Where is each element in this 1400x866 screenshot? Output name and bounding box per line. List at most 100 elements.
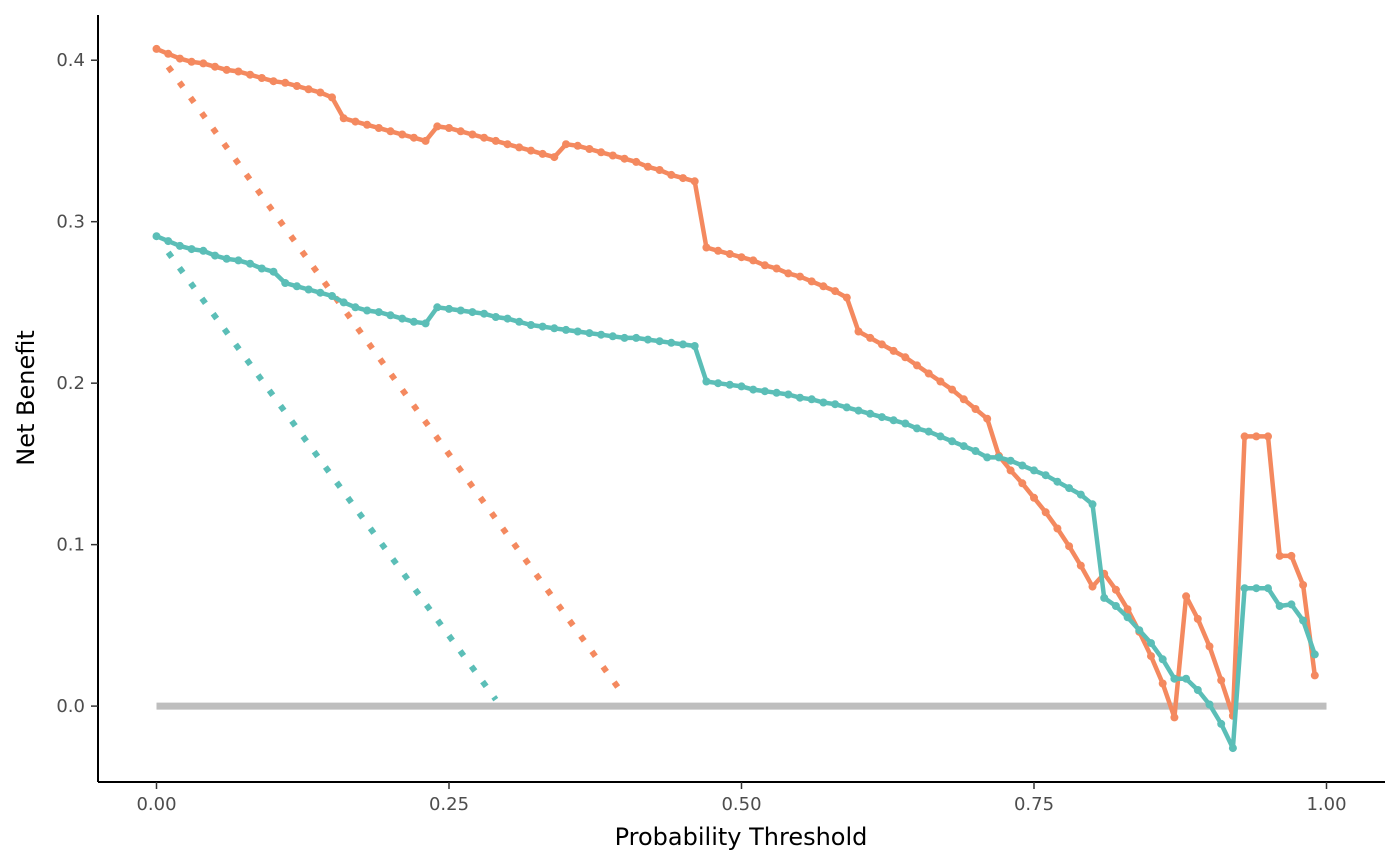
series-2-point <box>550 324 559 333</box>
series-0-point <box>983 414 992 423</box>
series-0-point <box>1158 679 1167 688</box>
series-0-point <box>1182 592 1191 601</box>
series-2-point <box>1193 686 1202 694</box>
series-0-point <box>1299 581 1308 589</box>
series-2-point <box>1100 593 1109 602</box>
y-ticks: 0.0 0.1 0.2 0.3 0.4 <box>56 50 98 717</box>
series-0-point <box>526 146 535 155</box>
series-2-point <box>363 306 372 315</box>
series-2-point <box>187 245 196 254</box>
series-2-point <box>655 337 664 346</box>
series-0-point <box>854 327 863 336</box>
series-0-point <box>702 243 711 252</box>
series-2-point <box>983 453 992 462</box>
series-0-point <box>1030 493 1038 502</box>
series-2-point <box>1030 466 1038 475</box>
series-0-point <box>211 62 219 71</box>
y-tick-label: 0.0 <box>56 696 85 717</box>
series-0-point <box>819 282 828 291</box>
y-tick-label: 0.1 <box>56 535 85 556</box>
series-2-point <box>351 303 360 312</box>
series-0-point <box>632 157 641 166</box>
series-0-point <box>398 130 407 139</box>
series-0-point <box>597 148 606 157</box>
series-0-point <box>1111 585 1120 594</box>
x-tick-label: 0.50 <box>721 794 761 815</box>
series-2-point <box>1287 600 1296 609</box>
series-2-point <box>246 259 255 268</box>
series-0-point <box>690 177 699 186</box>
series-0-point <box>1205 642 1214 651</box>
series-0-point <box>1006 466 1015 475</box>
series-2-point <box>597 330 606 339</box>
series-2-point <box>1205 700 1214 709</box>
series-2-point <box>538 322 547 331</box>
series-0-point <box>1275 551 1284 560</box>
series-2-point <box>842 403 851 412</box>
series-0-point <box>807 277 816 286</box>
series-2-point <box>328 292 336 300</box>
series-0-point <box>901 353 910 362</box>
x-tick-label: 0.75 <box>1014 794 1054 815</box>
series-2-point <box>573 327 582 336</box>
series-0-point <box>292 82 301 90</box>
series-0-point <box>550 153 559 162</box>
series-2-point <box>304 285 313 294</box>
series-2-point <box>784 390 793 399</box>
series-0-point <box>913 361 921 370</box>
series-2-point <box>1006 456 1015 465</box>
series-0-point <box>725 250 734 258</box>
series-0-point <box>304 85 313 94</box>
series-3 <box>165 250 499 702</box>
series-0-point <box>1217 676 1226 685</box>
series-2-point <box>948 437 957 446</box>
series-2-point <box>398 314 407 323</box>
series-2-point <box>749 385 758 394</box>
series-2-point <box>152 232 161 241</box>
series-2-point <box>1264 584 1272 593</box>
series-2-point <box>480 309 489 318</box>
series-2-point <box>234 256 243 265</box>
series-2-point <box>924 427 933 436</box>
x-ticks: 0.00 0.25 0.50 0.75 1.00 <box>136 782 1347 815</box>
series-2-point <box>913 424 921 433</box>
series-0-point <box>948 385 957 394</box>
series-0-point <box>1123 605 1132 614</box>
series-2-point <box>819 398 828 407</box>
series-0-point <box>831 287 840 296</box>
series-0-point <box>1076 561 1085 570</box>
series-0-point <box>456 127 465 136</box>
series-2-point <box>971 447 980 455</box>
series-2-point <box>222 254 231 263</box>
series-2-line <box>155 234 1317 751</box>
series-0-point <box>1252 432 1261 441</box>
series-2-point <box>409 317 418 326</box>
series-0 <box>152 44 1319 722</box>
series-0-point <box>737 253 746 262</box>
series-0-point <box>257 74 266 82</box>
series-2-point <box>1123 613 1132 622</box>
series-2-point <box>772 388 781 397</box>
series-2-point <box>866 409 875 418</box>
series-2-point <box>585 329 594 338</box>
series-2-point <box>1310 650 1319 659</box>
series-2-point <box>1252 584 1261 593</box>
series-0-point <box>1018 479 1027 488</box>
series-0-point <box>784 269 793 278</box>
series-0-line <box>155 46 1318 720</box>
series-layer <box>152 44 1327 753</box>
series-2-point <box>1182 674 1191 683</box>
series-0-point <box>573 141 582 150</box>
series-0-point <box>936 377 945 386</box>
series-0-point <box>585 145 594 153</box>
x-axis-title: Probability Threshold <box>615 823 868 851</box>
series-2-point <box>257 264 266 273</box>
series-0-point <box>1264 432 1272 441</box>
series-0-point <box>351 117 360 126</box>
series-0-point <box>760 261 769 270</box>
series-2-point <box>702 377 711 386</box>
series-2-point <box>503 314 512 323</box>
series-2-point <box>679 340 687 349</box>
series-0-point <box>1240 432 1249 441</box>
